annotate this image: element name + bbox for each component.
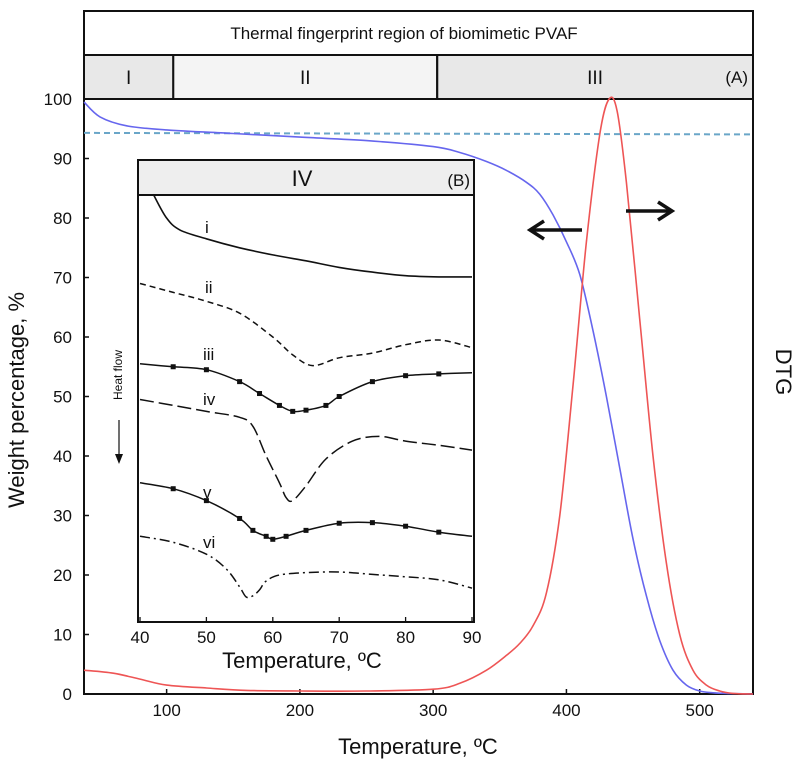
dsc-marker-v bbox=[283, 533, 289, 539]
y-tick-label: 20 bbox=[53, 566, 72, 585]
dsc-marker-v bbox=[403, 523, 409, 529]
y-tick-label: 100 bbox=[44, 90, 72, 109]
x-tick-label: 400 bbox=[552, 701, 580, 720]
dsc-marker-iii bbox=[303, 407, 309, 413]
main-plot: 0 10 20 30 40 50 60 70 80 90 100 100 200 300 400 500 bbox=[44, 90, 754, 720]
dsc-marker-v bbox=[263, 533, 269, 539]
y-axis-label: Weight percentage, % bbox=[4, 292, 29, 508]
y-tick-label: 30 bbox=[53, 507, 72, 526]
dsc-curve-iv bbox=[139, 398, 473, 503]
dsc-curve-ii bbox=[139, 282, 473, 367]
weight-percentage-line bbox=[83, 101, 754, 695]
region-fill bbox=[173, 56, 438, 98]
dsc-marker-iii bbox=[323, 402, 329, 408]
dsc-curve-label-iii: iii bbox=[203, 345, 214, 364]
dsc-marker-iii bbox=[290, 408, 296, 414]
dsc-curve-iii bbox=[139, 363, 473, 413]
inset-x-tick-label: 40 bbox=[131, 628, 150, 647]
dsc-marker-iii bbox=[203, 367, 209, 373]
dsc-marker-v bbox=[203, 498, 209, 504]
title-banner: Thermal fingerprint region of biomimetic… bbox=[83, 10, 754, 56]
x-tick-label: 500 bbox=[686, 701, 714, 720]
dsc-marker-iii bbox=[336, 394, 342, 399]
dsc-marker-iii bbox=[170, 364, 176, 370]
y-tick-label: 40 bbox=[53, 447, 72, 466]
weight-curve-arrow bbox=[526, 219, 582, 241]
dsc-marker-v bbox=[237, 515, 243, 521]
y-tick-label: 10 bbox=[53, 626, 72, 645]
x-axis-label: Temperature, ºC bbox=[338, 734, 498, 759]
inset-x-axis-label: Temperature, ºC bbox=[222, 648, 382, 673]
dsc-marker-iii bbox=[369, 379, 375, 385]
y-tick-label: 60 bbox=[53, 328, 72, 347]
weight-curve-arrow-head bbox=[526, 219, 545, 241]
dsc-marker-v bbox=[369, 520, 375, 526]
y2-axis-label: DTG bbox=[771, 349, 796, 395]
dsc-marker-v bbox=[270, 536, 276, 542]
inset-x-tick-label: 90 bbox=[463, 628, 482, 647]
inset-x-tick-label: 50 bbox=[197, 628, 216, 647]
dsc-marker-v bbox=[436, 529, 442, 535]
dtg-curve-arrow-head bbox=[657, 200, 676, 222]
dsc-marker-v bbox=[336, 520, 342, 526]
heat-flow-label: Heat flow bbox=[111, 350, 125, 400]
dsc-curve-v bbox=[139, 482, 473, 541]
dsc-curve-vi bbox=[139, 535, 473, 599]
inset-title: IV bbox=[292, 166, 313, 191]
dsc-marker-v bbox=[170, 486, 176, 492]
dtg-curve-arrow bbox=[626, 200, 676, 222]
dsc-curve-i bbox=[152, 193, 473, 278]
inset-panel-label: (B) bbox=[447, 171, 470, 190]
region-strip: I II III bbox=[83, 54, 754, 100]
inset-x-tick-label: 60 bbox=[263, 628, 282, 647]
dsc-marker-iii bbox=[257, 391, 263, 397]
dsc-curve-label-iv: iv bbox=[203, 390, 216, 409]
dtg-line bbox=[83, 96, 754, 695]
dsc-marker-iii bbox=[436, 371, 442, 377]
region-label: I bbox=[126, 68, 131, 89]
y-tick-label: 90 bbox=[53, 150, 72, 169]
y-tick-label: 0 bbox=[63, 685, 72, 704]
inset-panel: IV (B) Temperature, ºC Heat flow 40 50 60 7… bbox=[111, 159, 482, 673]
inset-x-tick-label: 70 bbox=[330, 628, 349, 647]
dsc-curve-label-ii: ii bbox=[205, 278, 213, 297]
dsc-marker-iii bbox=[237, 379, 243, 385]
region-label: III bbox=[587, 68, 603, 89]
dsc-marker-iii bbox=[276, 402, 282, 408]
heat-flow-arrow bbox=[115, 420, 123, 464]
region-label: II bbox=[300, 68, 311, 89]
dsc-marker-v bbox=[250, 527, 256, 533]
main-title: Thermal fingerprint region of biomimetic… bbox=[230, 24, 577, 43]
dsc-curve-label-v: v bbox=[203, 483, 212, 502]
y-tick-label: 50 bbox=[53, 388, 72, 407]
reference-line bbox=[83, 131, 754, 136]
x-tick-label: 200 bbox=[286, 701, 314, 720]
dsc-curve-label-vi: vi bbox=[203, 533, 215, 552]
dsc-curve-label-i: i bbox=[205, 218, 209, 237]
inset-x-tick-label: 80 bbox=[396, 628, 415, 647]
panel-label-a: (A) bbox=[725, 68, 748, 87]
y-tick-label: 80 bbox=[53, 209, 72, 228]
x-tick-label: 300 bbox=[419, 701, 447, 720]
y-tick-label: 70 bbox=[53, 269, 72, 288]
dsc-marker-iii bbox=[403, 373, 409, 379]
dsc-marker-v bbox=[303, 527, 309, 533]
x-tick-label: 100 bbox=[152, 701, 180, 720]
